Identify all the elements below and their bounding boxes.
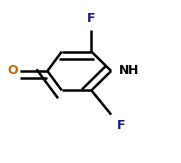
Text: F: F (117, 119, 125, 133)
Text: O: O (7, 65, 18, 77)
Text: N: N (119, 64, 130, 77)
Text: F: F (87, 12, 96, 25)
Text: H: H (128, 64, 139, 77)
